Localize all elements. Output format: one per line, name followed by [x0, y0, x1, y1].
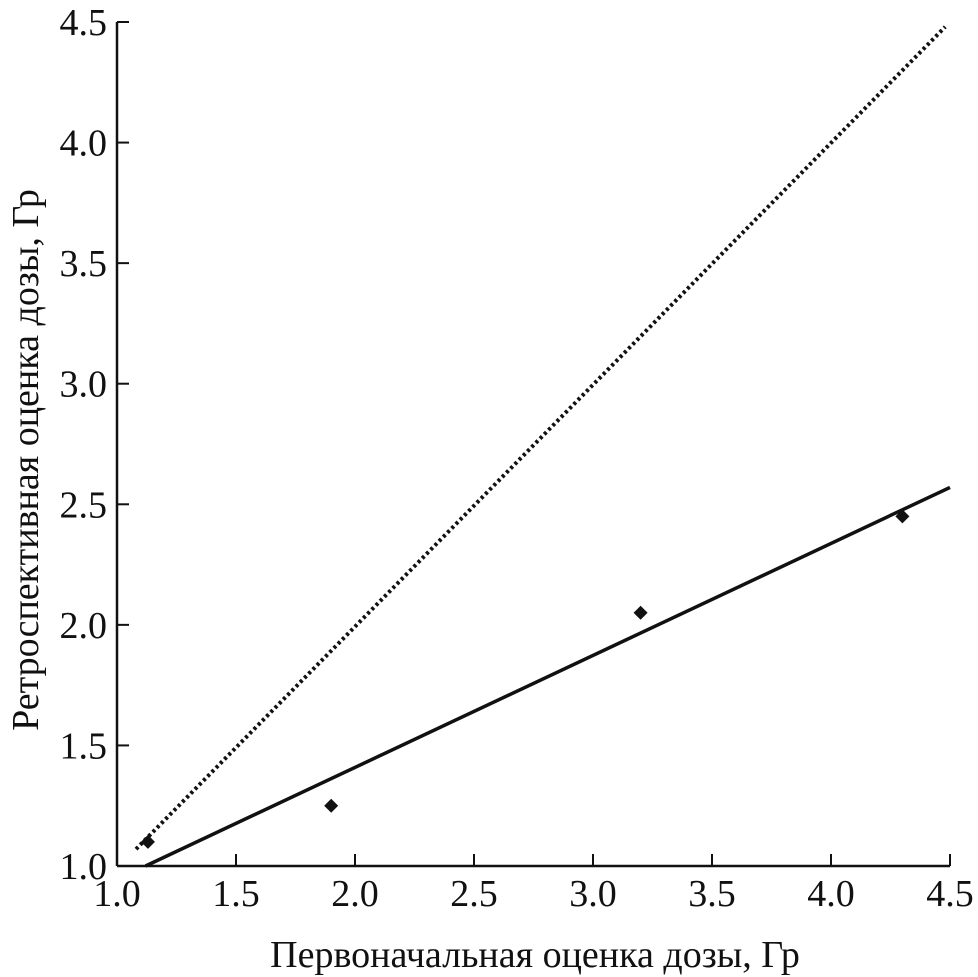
tick-labels: 1.0 1.5 2.0 2.5 3.0 3.5 4.0 4.5 1.0 1.5 2.0 2.5 3.0 3…	[60, 2, 974, 915]
x-axis-label: Первоначальная оценка дозы, Гр	[270, 934, 800, 976]
data-point	[633, 605, 648, 620]
regression-line	[144, 485, 951, 868]
y-axis-label: Ретроспективная оценка дозы, Гр	[5, 189, 47, 731]
y-tick-label: 4.0	[60, 123, 108, 165]
x-tick-label: 4.5	[926, 873, 974, 915]
identity-line-dotted	[134, 25, 947, 851]
y-tick-label: 2.5	[60, 484, 108, 526]
data-point	[895, 509, 910, 524]
data-point	[324, 798, 339, 813]
data-point	[140, 834, 155, 849]
axes	[115, 21, 951, 868]
x-tick-label: 1.0	[93, 873, 141, 915]
y-tick-label: 1.0	[60, 846, 108, 888]
x-tick-label: 2.0	[331, 873, 379, 915]
y-tick-label: 3.5	[60, 243, 108, 285]
x-tick-label: 3.5	[688, 873, 736, 915]
x-tick-label: 4.0	[807, 873, 855, 915]
x-tick-label: 1.5	[212, 873, 260, 915]
y-tick-label: 1.5	[60, 725, 108, 767]
chart-marks	[134, 25, 951, 868]
y-tick-label: 3.0	[60, 364, 108, 406]
y-tick-label: 2.0	[60, 605, 108, 647]
y-tick-label: 4.5	[60, 2, 108, 44]
x-tick-label: 2.5	[450, 873, 498, 915]
x-tick-label: 3.0	[569, 873, 617, 915]
